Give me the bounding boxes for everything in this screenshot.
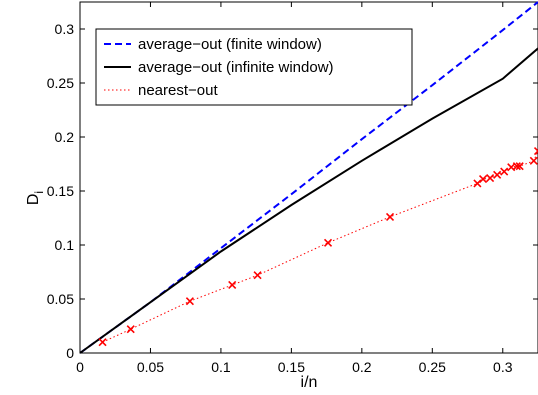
data-point-marker: [385, 212, 395, 221]
data-point-marker: [473, 179, 482, 188]
data-point-marker: [486, 173, 495, 183]
data-point-marker: [512, 162, 521, 171]
data-point-marker: [228, 280, 237, 290]
series-layer: [79, 1, 538, 354]
y-tick-label: 0.25: [47, 75, 74, 91]
marker-stroke: [493, 170, 502, 179]
data-point-marker: [126, 325, 135, 334]
marker-stroke: [507, 163, 516, 172]
data-point-marker: [515, 162, 524, 171]
data-point-marker: [493, 170, 502, 179]
data-point-marker: [533, 146, 538, 156]
data-point-marker: [500, 167, 509, 176]
ticks-layer: 0 0.05 0.1 0.15 0.2 0.25 0.3 0 0.05 0.1 0.15 0.2 0.2…: [47, 2, 538, 375]
legend: average−out (finite window) average−out (…: [95, 28, 413, 106]
data-point-marker: [98, 338, 107, 347]
plot-frame: [79, 1, 538, 354]
marker-stroke: [98, 338, 107, 347]
y-axis-label: Di: [25, 191, 46, 205]
data-point-marker: [529, 156, 538, 165]
y-tick-label: 0.1: [55, 237, 75, 253]
x-axis-label: i/n: [301, 374, 318, 391]
y-tick-label: 0.2: [55, 129, 75, 145]
data-point-marker: [478, 175, 488, 184]
marker-stroke: [473, 179, 482, 188]
data-point-marker: [253, 271, 262, 280]
data-point-marker: [323, 238, 333, 247]
marker-stroke: [323, 238, 333, 247]
marker-stroke: [533, 146, 538, 153]
svg-text:Di: Di: [25, 191, 46, 205]
marker-stroke: [486, 173, 495, 183]
marker-stroke: [500, 167, 509, 176]
marker-stroke: [385, 212, 395, 221]
x-tick-label: 0.25: [419, 359, 446, 375]
legend-label-3: nearest−out: [138, 82, 218, 99]
y-tick-label: 0.05: [47, 291, 74, 307]
series-line-2: [79, 47, 538, 354]
x-tick-label: 0.3: [493, 359, 513, 375]
marker-stroke: [126, 325, 135, 334]
y-tick-label: 0: [66, 345, 74, 361]
x-tick-label: 0: [76, 359, 84, 375]
marker-stroke: [228, 280, 237, 290]
x-tick-label: 0.15: [278, 359, 305, 375]
y-tick-label: 0.15: [47, 183, 74, 199]
y-tick-label: 0.3: [55, 21, 75, 37]
marker-stroke: [515, 162, 524, 171]
x-tick-label: 0.2: [352, 359, 372, 375]
legend-label-2: average−out (infinite window): [138, 59, 334, 76]
y-axis-label-main: D: [25, 194, 42, 206]
marker-stroke: [253, 271, 262, 280]
marker-stroke: [185, 297, 194, 306]
y-axis-label-sub: i: [32, 191, 46, 194]
legend-label-1: average−out (finite window): [138, 36, 322, 53]
x-tick-label: 0.1: [211, 359, 231, 375]
marker-stroke: [512, 162, 521, 171]
legend-box: [95, 28, 413, 106]
marker-stroke: [478, 175, 488, 184]
marker-stroke: [533, 149, 538, 156]
x-tick-label: 0.05: [137, 359, 164, 375]
data-point-marker: [185, 297, 194, 306]
plot-area-border: [79, 1, 538, 354]
marker-stroke: [529, 156, 538, 165]
